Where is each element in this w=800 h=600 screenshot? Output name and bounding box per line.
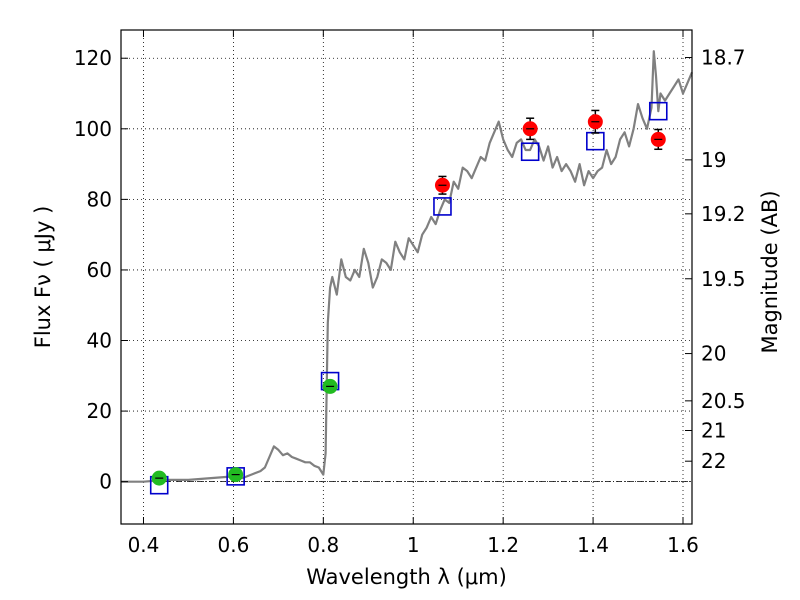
y2-tick-label: 20.5	[701, 389, 746, 413]
tick-labels: 0.4 0.6 0.8 1 1.2 1.4 1.6 0 20 40 60 80 100 120 18.7 19…	[74, 46, 746, 557]
y-tick-label: 100	[74, 117, 112, 141]
model-square-marker	[433, 197, 452, 216]
model-square-marker	[648, 101, 668, 121]
x-tick-label: 0.6	[217, 533, 249, 557]
y-tick-label: 60	[87, 258, 112, 282]
y2-tick-label: 21	[701, 418, 726, 442]
y2-tick-label: 19	[701, 148, 726, 172]
x-tick-label: 1	[407, 533, 420, 557]
spectrum-series	[121, 50, 694, 483]
photometry-points-series	[151, 109, 666, 486]
y2-tick-label: 19.2	[701, 202, 746, 226]
y2-tick-label: 20	[701, 342, 726, 366]
y2-tick-label: 22	[701, 449, 726, 473]
x-tick-label: 1.4	[577, 533, 609, 557]
x-tick-label: 1.2	[487, 533, 519, 557]
y-axis-title: Flux Fν ( μJy )	[31, 206, 55, 349]
x-tick-label: 1.6	[667, 533, 699, 557]
x-tick-label: 0.8	[307, 533, 339, 557]
y-tick-label: 0	[99, 470, 112, 494]
x-tick-label: 0.4	[128, 533, 160, 557]
plot-frame	[120, 29, 693, 525]
y2-axis-title: Magnitude (AB)	[758, 190, 782, 353]
y2-tick-label: 19.5	[701, 267, 746, 291]
y-tick-label: 120	[74, 46, 112, 70]
y-tick-label: 80	[87, 187, 112, 211]
axis-ticks	[121, 30, 692, 524]
y2-tick-label: 18.7	[701, 46, 746, 70]
y-tick-label: 20	[87, 399, 112, 423]
y-tick-label: 40	[87, 329, 112, 353]
spectrum-line	[121, 50, 694, 483]
x-axis-title: Wavelength λ (μm)	[306, 565, 507, 589]
model-square-marker	[520, 142, 540, 162]
